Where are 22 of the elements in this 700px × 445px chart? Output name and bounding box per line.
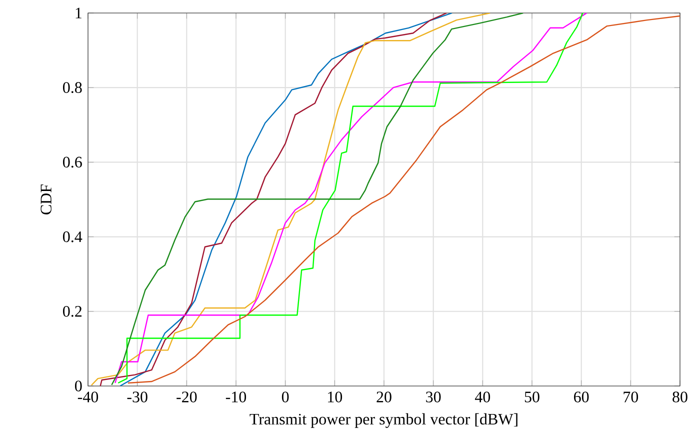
y-axis-title: CDF <box>40 184 52 214</box>
x-tick-label: -40 <box>78 392 98 402</box>
x-tick-label: 10 <box>328 392 342 402</box>
y-tick-label: 0.2 <box>63 306 82 317</box>
x-axis-title: Transmit power per symbol vector [dBW] <box>250 413 518 428</box>
x-tick-label: 20 <box>376 392 392 402</box>
line-series <box>127 15 680 384</box>
x-tick-label: 60 <box>574 392 589 402</box>
y-tick-label: 0.8 <box>63 82 82 94</box>
y-tick-label: 1 <box>76 8 82 18</box>
x-tick-label: 40 <box>474 392 490 402</box>
x-tick-label: 80 <box>672 392 688 402</box>
x-tick-label: 70 <box>624 392 638 402</box>
y-tick-label: 0.6 <box>63 156 82 168</box>
x-tick-label: -10 <box>226 392 246 402</box>
y-tick-label: 0.4 <box>63 231 82 242</box>
x-tick-label: -30 <box>127 392 148 402</box>
x-tick-label: -20 <box>176 392 197 402</box>
x-tick-label: 0 <box>282 392 289 402</box>
x-tick-label: 30 <box>426 392 441 402</box>
y-tick-label: 0 <box>75 380 82 392</box>
x-tick-label: 50 <box>524 392 540 402</box>
